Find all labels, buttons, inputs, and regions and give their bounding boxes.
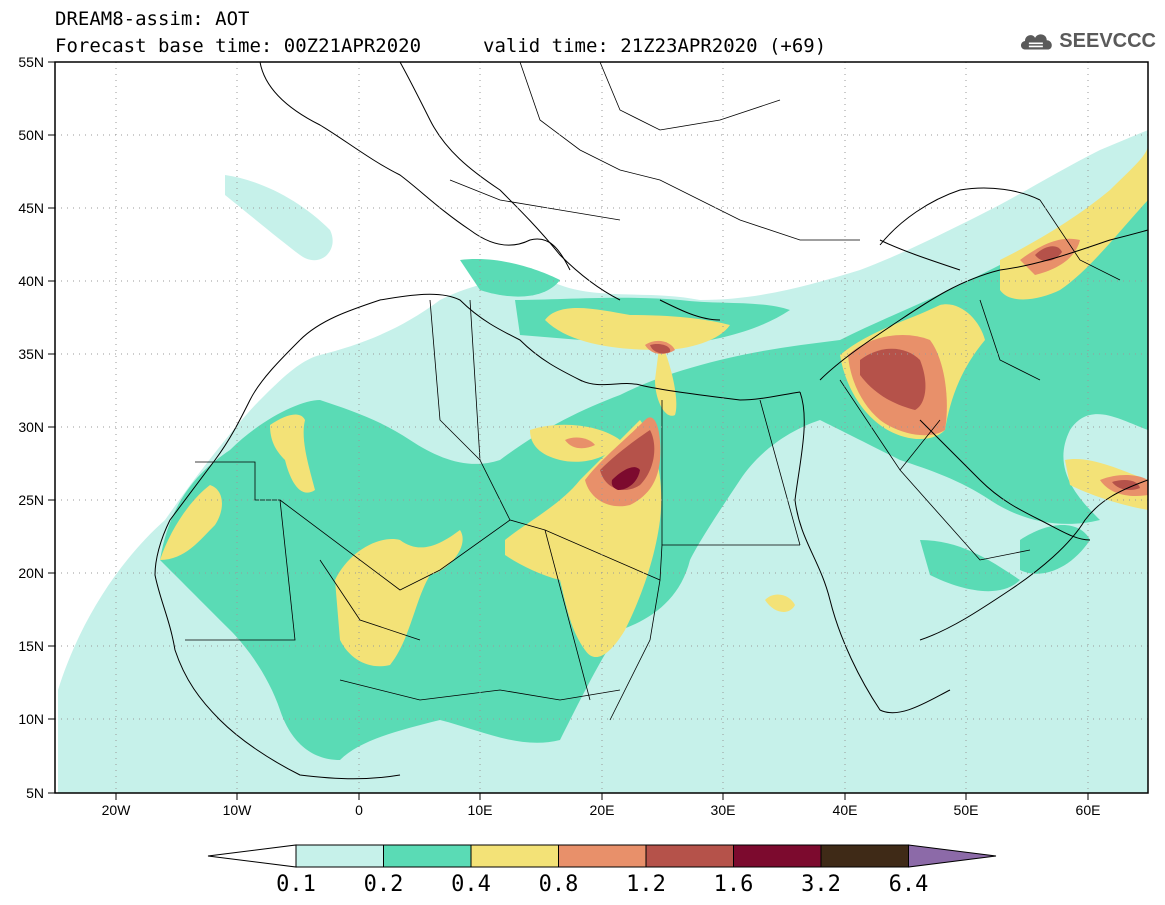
lat-label: 50N — [18, 127, 44, 143]
colorbar-label: 0.2 — [363, 872, 404, 897]
colorbar-label: 3.2 — [801, 872, 841, 897]
longitude-labels: 20W 10W 0 10E 20E 30E 40E 50E 60E — [102, 802, 1101, 818]
lat-label: 30N — [18, 419, 44, 435]
colorbar-label: 1.2 — [626, 872, 666, 897]
colorbar-swatch — [733, 844, 822, 868]
lat-label: 35N — [18, 346, 44, 362]
lat-label: 20N — [18, 565, 44, 581]
valid-time: valid time: 21Z23APR2020 (+69) — [483, 35, 827, 57]
colorbar-label: 0.8 — [538, 872, 579, 897]
cloud-icon — [1021, 34, 1052, 50]
lon-label: 60E — [1076, 802, 1101, 818]
aot-band-1-2 — [600, 246, 1140, 490]
logo-text: SEEVCCC — [1059, 29, 1156, 52]
colorbar-swatch — [470, 844, 559, 868]
lat-label: 55N — [18, 54, 44, 70]
colorbar-swatch — [645, 844, 734, 868]
lon-label: 20E — [590, 802, 615, 818]
forecast-base-time: Forecast base time: 00Z21APR2020 — [55, 35, 422, 57]
lat-label: 5N — [26, 785, 44, 801]
lon-label: 10W — [223, 802, 253, 818]
country-borders — [185, 62, 1121, 721]
colorbar-over-arrow — [908, 844, 997, 868]
colorbar — [207, 844, 997, 868]
map-title: DREAM8-assim: AOT — [55, 8, 250, 30]
colorbar-under-arrow — [207, 844, 297, 868]
lat-label: 15N — [18, 638, 44, 654]
lon-label: 0 — [355, 802, 363, 818]
colorbar-label: 0.1 — [276, 872, 316, 897]
colorbar-swatch — [558, 844, 647, 868]
lon-label: 50E — [954, 802, 979, 818]
lat-label: 45N — [18, 200, 44, 216]
lon-label: 10E — [468, 802, 493, 818]
lon-label: 30E — [711, 802, 736, 818]
colorbar-swatch — [820, 844, 909, 868]
lon-label: 20W — [102, 802, 132, 818]
seevccc-logo: SEEVCCC — [1018, 24, 1156, 58]
graticule — [55, 62, 1148, 793]
colorbar-label: 6.4 — [888, 872, 929, 897]
colorbar-label: 0.4 — [451, 872, 491, 897]
coastlines — [154, 62, 1148, 780]
aot-band-1-6 — [611, 467, 640, 490]
lat-label: 25N — [18, 492, 44, 508]
colorbar-swatch — [383, 844, 472, 868]
lat-label: 40N — [18, 273, 44, 289]
colorbar-swatch — [295, 844, 384, 868]
colorbar-label: 1.6 — [713, 872, 754, 897]
latitude-labels: 5N 10N 15N 20N 25N 30N 35N 40N 45N 50N 5… — [18, 54, 44, 801]
lat-label: 10N — [18, 711, 44, 727]
aot-field — [58, 130, 1148, 793]
lon-label: 40E — [833, 802, 858, 818]
tick-marks — [48, 61, 1089, 800]
